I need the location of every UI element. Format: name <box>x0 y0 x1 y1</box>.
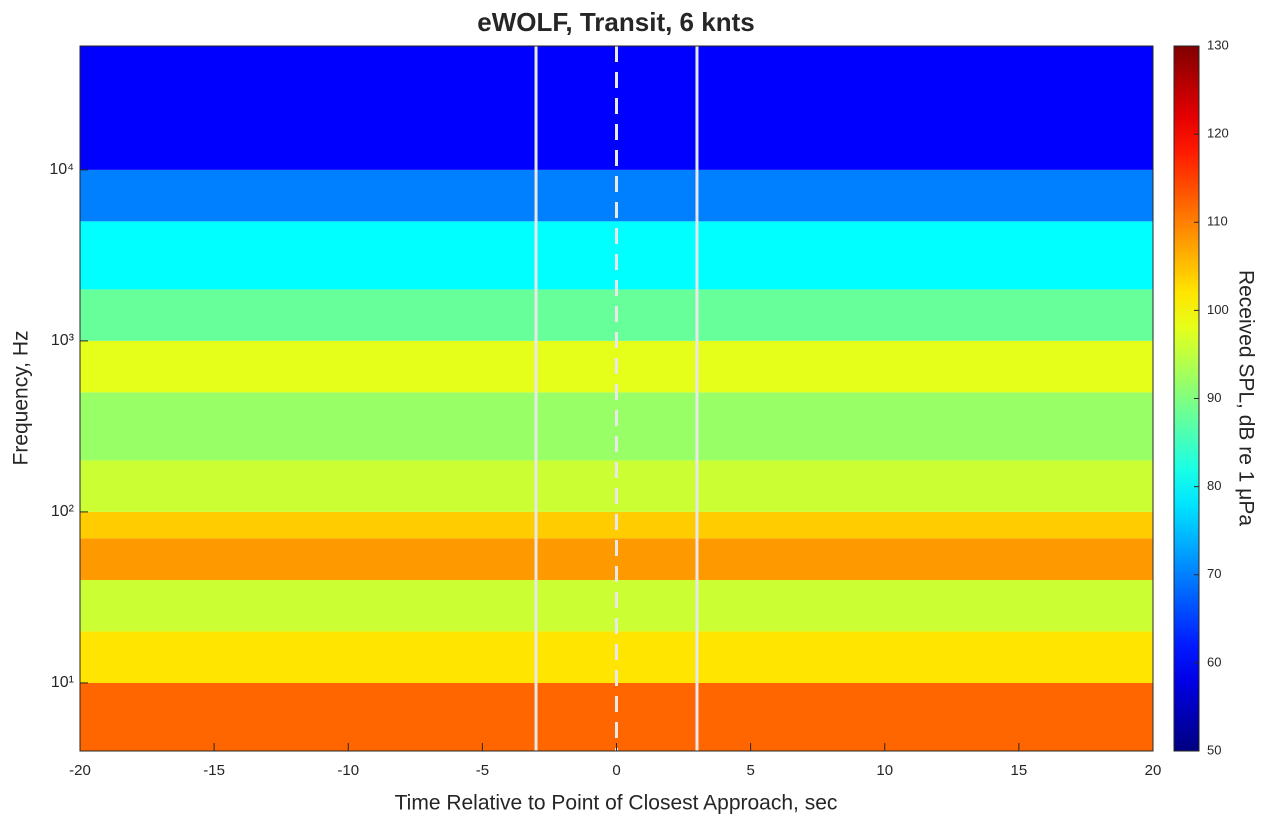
y-tick-label: 10³ <box>51 332 75 349</box>
y-tick-label: 10⁴ <box>49 161 74 178</box>
colorbar-label: Received SPL, dB re 1 μPa <box>1234 270 1257 526</box>
x-tick-label: 5 <box>746 762 754 779</box>
y-tick-label: 10² <box>51 503 75 520</box>
colorbar-tick-label: 90 <box>1207 390 1221 405</box>
x-tick-label: -5 <box>476 762 489 779</box>
chart-title: eWOLF, Transit, 6 knts <box>477 7 754 37</box>
x-tick-label: 10 <box>876 762 893 779</box>
y-tick-label: 10¹ <box>51 674 74 691</box>
x-tick-label: 15 <box>1011 762 1028 779</box>
colorbar-tick-label: 70 <box>1207 566 1221 581</box>
x-tick-label: -15 <box>203 762 225 779</box>
x-tick-label: 0 <box>612 762 620 779</box>
colorbar-tick-label: 120 <box>1207 126 1229 141</box>
colorbar-tick-label: 60 <box>1207 654 1221 669</box>
spectrogram-band <box>80 682 1153 751</box>
colorbar-tick-label: 50 <box>1207 742 1221 757</box>
colorbar-tick-label: 100 <box>1207 302 1229 317</box>
x-tick-label: -10 <box>337 762 359 779</box>
y-axis-label: Frequency, Hz <box>10 331 33 466</box>
colorbar-tick-label: 110 <box>1207 214 1228 229</box>
x-tick-label: 20 <box>1145 762 1162 779</box>
x-tick-label: -20 <box>69 762 91 779</box>
colorbar-tick-label: 130 <box>1207 37 1229 52</box>
x-axis-label: Time Relative to Point of Closest Approa… <box>395 792 838 815</box>
colorbar-tick-label: 80 <box>1207 478 1221 493</box>
